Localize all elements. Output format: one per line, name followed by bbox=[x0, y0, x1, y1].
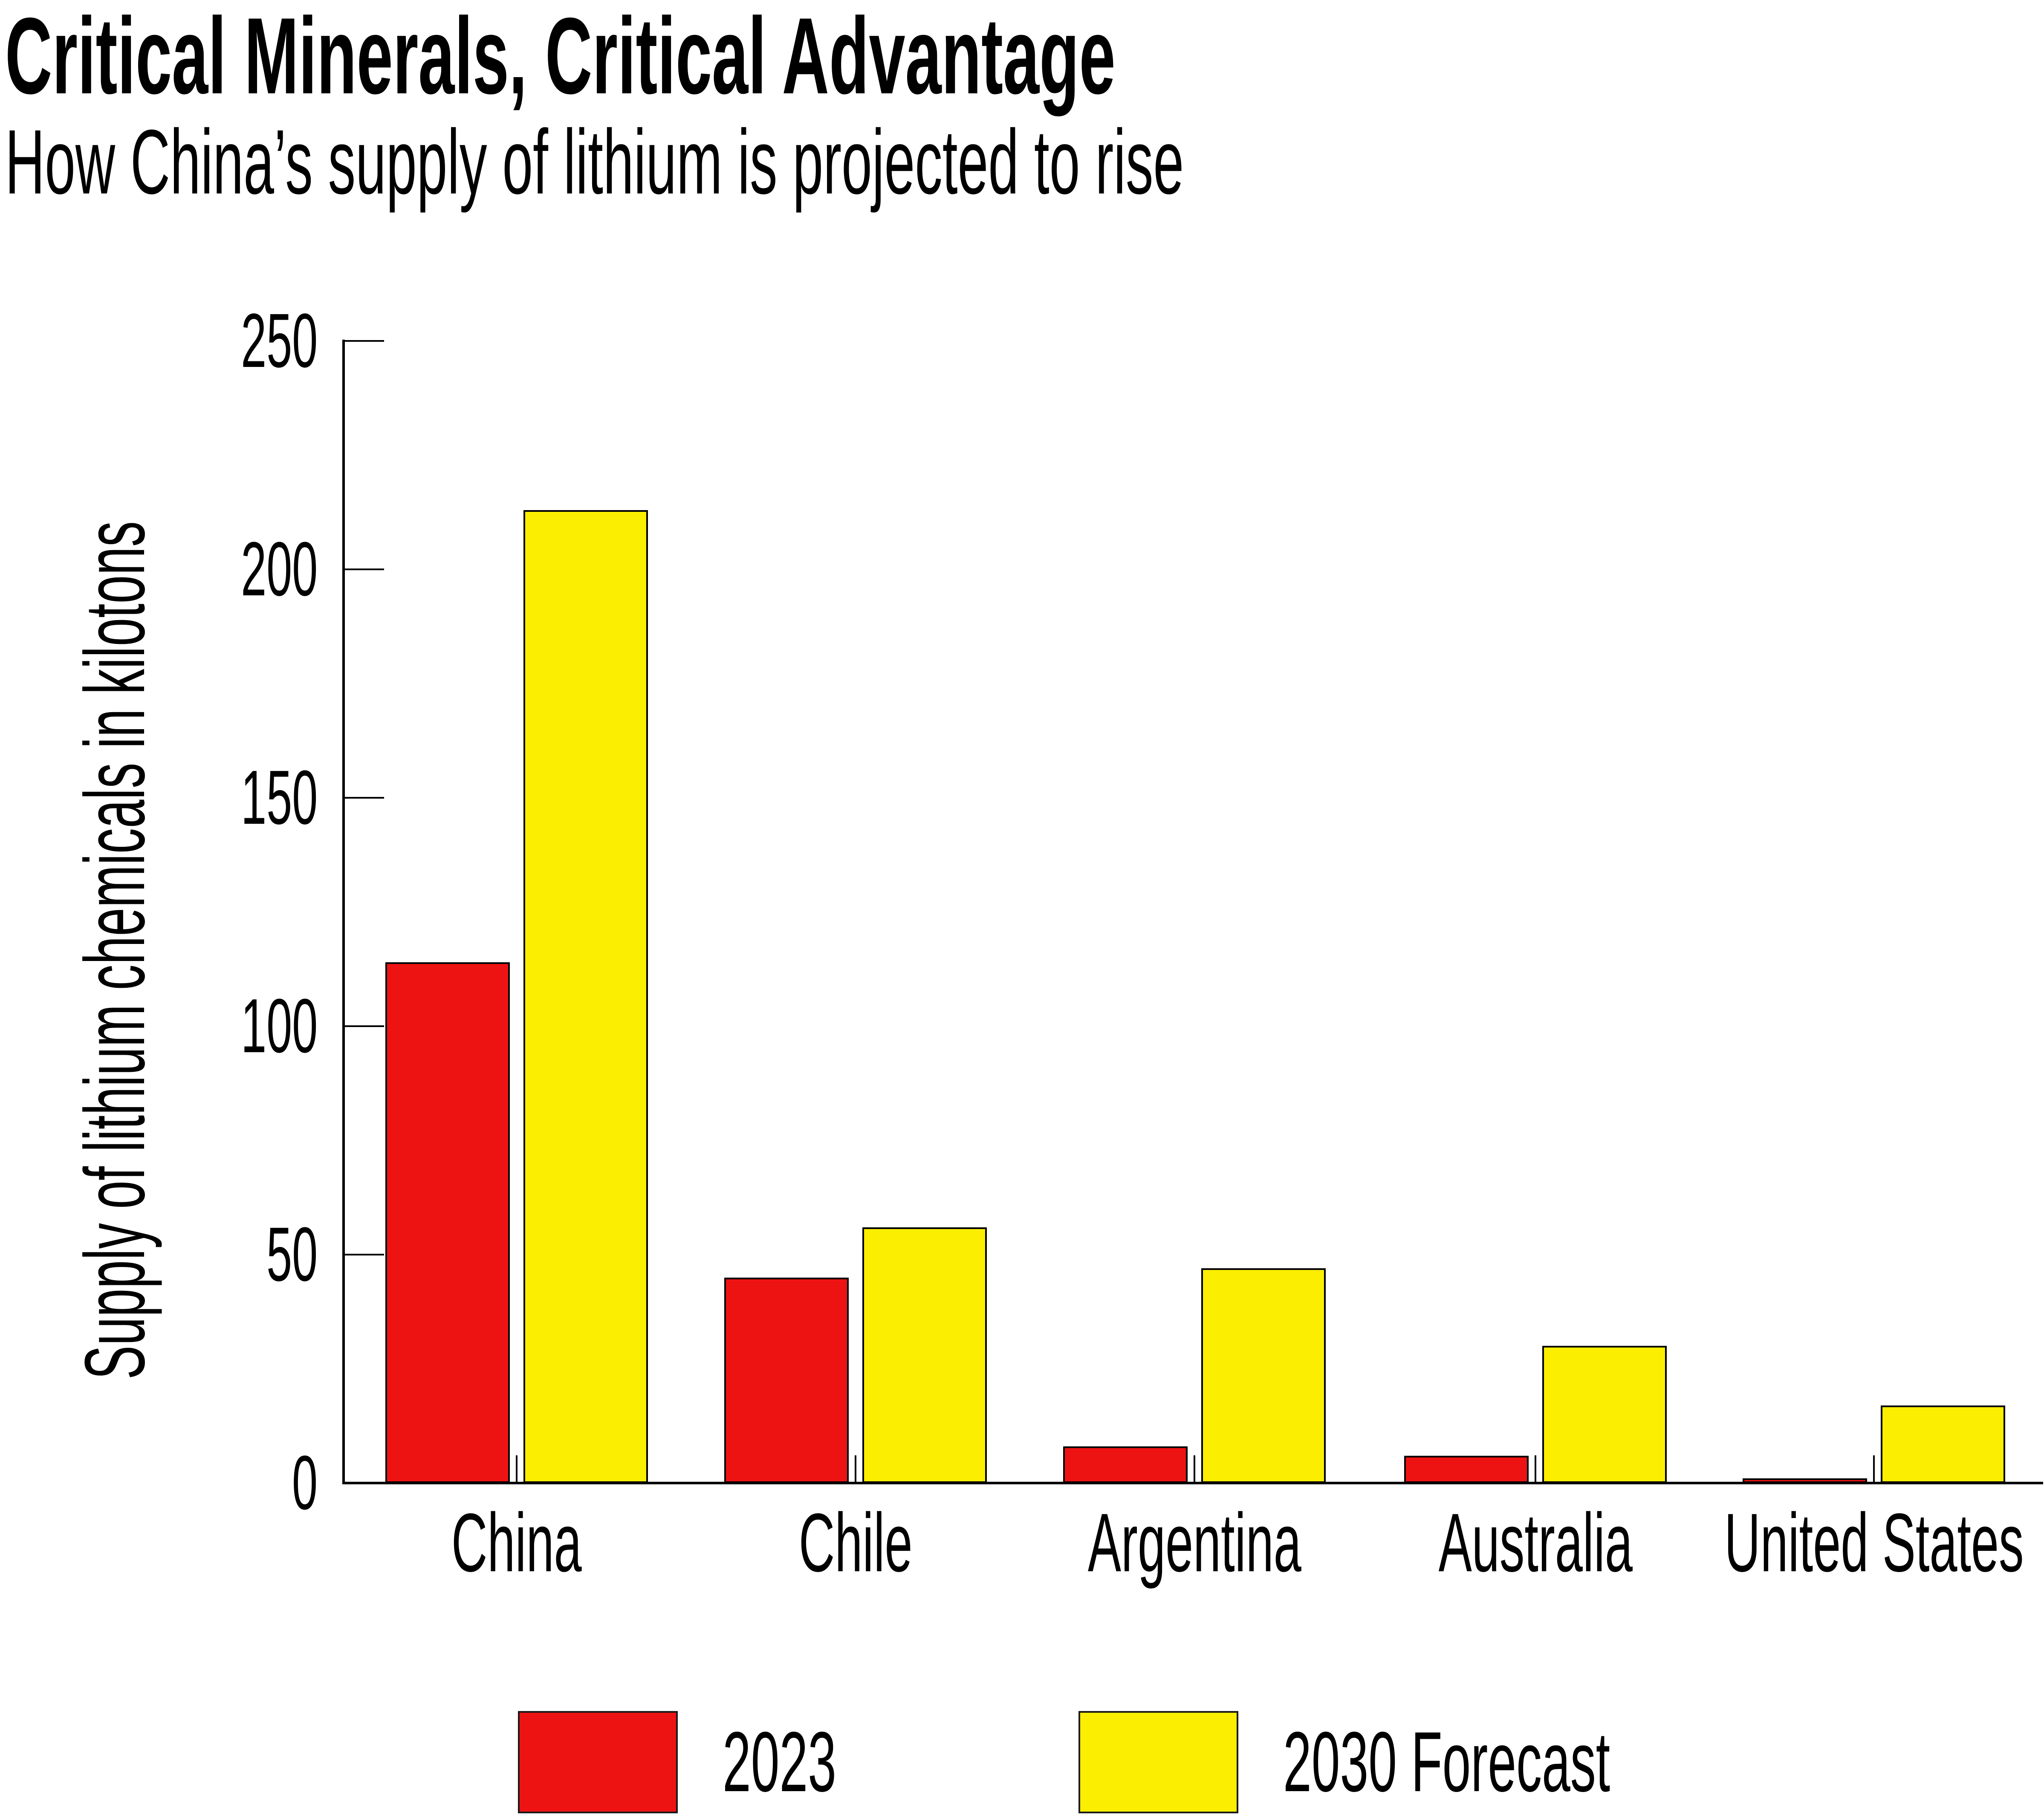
y-tick-label-text: 250 bbox=[240, 298, 318, 384]
x-category-label-text: Australia bbox=[1438, 1496, 1633, 1589]
y-tick-label-200: 200 bbox=[128, 518, 318, 620]
bar-united-states-2030-forecast bbox=[1881, 1405, 2005, 1483]
y-tick-label-text: 0 bbox=[292, 1440, 318, 1526]
y-tick-label-text: 200 bbox=[240, 526, 318, 612]
bar-united-states-2023 bbox=[1743, 1478, 1867, 1483]
bar-chile-2023 bbox=[724, 1278, 849, 1483]
bar-argentina-2023 bbox=[1063, 1446, 1188, 1483]
y-tick-label-250: 250 bbox=[128, 290, 318, 392]
legend-swatch-2023 bbox=[518, 1711, 678, 1813]
x-category-label-text: United States bbox=[1724, 1496, 2024, 1589]
x-category-label-argentina: Argentina bbox=[939, 1494, 1450, 1592]
x-category-label-text: China bbox=[451, 1496, 582, 1589]
x-tick-china bbox=[516, 1455, 518, 1483]
x-category-label-australia: Australia bbox=[1280, 1494, 1791, 1592]
page-subtitle: How China’s supply of lithium is project… bbox=[5, 110, 1184, 213]
legend-swatch-2030-forecast bbox=[1078, 1711, 1238, 1813]
legend-label-2023: 2023 bbox=[723, 1714, 836, 1809]
y-tick-label-100: 100 bbox=[128, 975, 318, 1077]
y-tick-100 bbox=[344, 1025, 384, 1027]
legend-item-2023: 2023 bbox=[518, 1711, 912, 1813]
x-tick-united-states bbox=[1873, 1455, 1875, 1483]
legend-label-2030-forecast: 2030 Forecast bbox=[1283, 1714, 1610, 1809]
bar-china-2023 bbox=[385, 962, 510, 1483]
x-category-label-united-states: United States bbox=[1618, 1494, 2044, 1592]
bar-china-2030-forecast bbox=[523, 510, 648, 1483]
y-tick-label-50: 50 bbox=[128, 1203, 318, 1306]
legend-item-2030-forecast: 2030 Forecast bbox=[1078, 1711, 1828, 1813]
x-tick-chile bbox=[855, 1455, 856, 1483]
bar-australia-2023 bbox=[1404, 1456, 1529, 1483]
y-tick-label-text: 50 bbox=[266, 1212, 318, 1297]
page-title: Critical Minerals, Critical Advantage bbox=[5, 0, 1116, 117]
y-tick-200 bbox=[344, 568, 384, 570]
x-category-label-china: China bbox=[261, 1494, 772, 1592]
x-category-label-text: Chile bbox=[798, 1496, 913, 1589]
y-tick-250 bbox=[344, 340, 384, 342]
x-axis-line bbox=[342, 1482, 2043, 1484]
bar-australia-2030-forecast bbox=[1542, 1346, 1667, 1483]
y-tick-label-text: 150 bbox=[240, 755, 318, 840]
x-tick-australia bbox=[1535, 1455, 1536, 1483]
y-tick-label-150: 150 bbox=[128, 747, 318, 849]
y-tick-150 bbox=[344, 797, 384, 799]
x-tick-argentina bbox=[1194, 1455, 1195, 1483]
bar-argentina-2030-forecast bbox=[1201, 1268, 1326, 1483]
y-tick-label-text: 100 bbox=[240, 983, 318, 1069]
bar-chile-2030-forecast bbox=[862, 1227, 987, 1483]
y-tick-50 bbox=[344, 1254, 384, 1255]
x-category-label-chile: Chile bbox=[600, 1494, 1111, 1592]
x-category-label-text: Argentina bbox=[1087, 1496, 1301, 1589]
y-axis-line bbox=[342, 340, 345, 1484]
y-tick-label-0: 0 bbox=[128, 1432, 318, 1534]
